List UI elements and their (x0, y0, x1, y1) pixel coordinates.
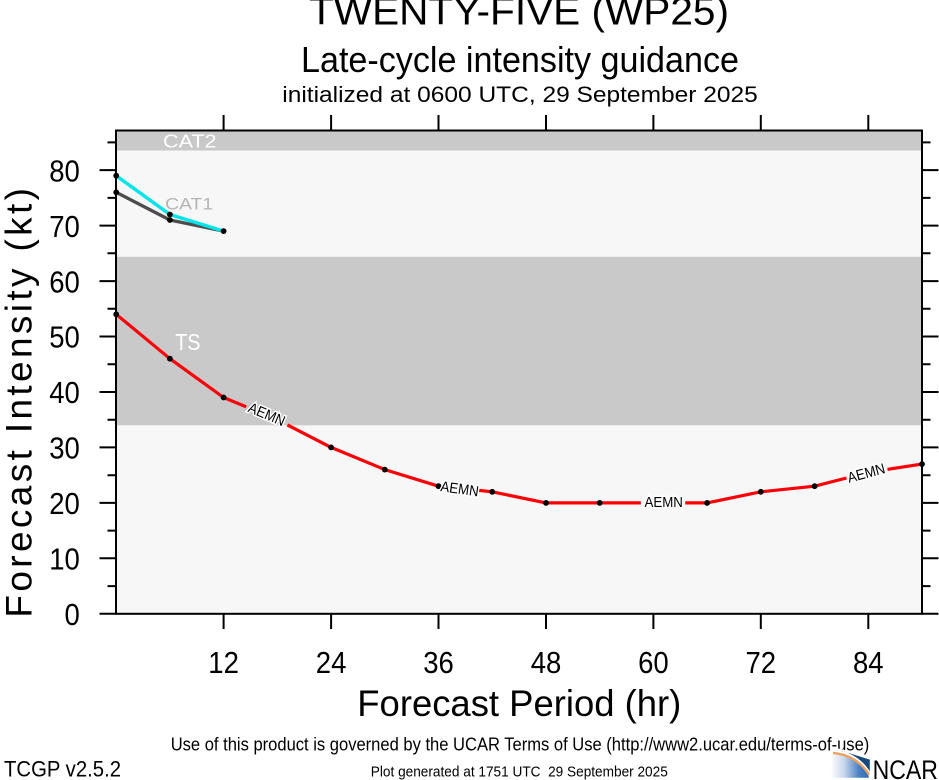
svg-text:Forecast Period (hr): Forecast Period (hr) (357, 682, 681, 724)
svg-text:CAT2: CAT2 (163, 130, 217, 151)
svg-text:50: 50 (49, 320, 80, 355)
svg-text:0: 0 (65, 597, 80, 632)
svg-text:Plot generated at 1751 UTC 29: Plot generated at 1751 UTC 29 September … (371, 764, 668, 780)
svg-text:40: 40 (49, 375, 80, 410)
svg-text:AEMN: AEMN (645, 495, 683, 511)
svg-text:24: 24 (316, 645, 347, 680)
svg-text:80: 80 (49, 153, 80, 188)
svg-text:10: 10 (49, 542, 80, 577)
svg-text:72: 72 (746, 645, 777, 680)
svg-text:60: 60 (638, 645, 669, 680)
svg-text:TWENTY-FIVE (WP25): TWENTY-FIVE (WP25) (309, 0, 729, 34)
svg-text:Forecast Intensity (kt): Forecast Intensity (kt) (0, 188, 40, 618)
svg-text:AEMN: AEMN (439, 479, 479, 500)
svg-text:48: 48 (531, 645, 562, 680)
svg-text:initialized at 0600 UTC, 29 Se: initialized at 0600 UTC, 29 September 20… (282, 82, 758, 107)
svg-text:12: 12 (208, 645, 239, 680)
svg-text:Late-cycle intensity guidance: Late-cycle intensity guidance (301, 39, 739, 80)
svg-text:Use of this product is governe: Use of this product is governed by the U… (171, 734, 870, 754)
svg-text:30: 30 (49, 431, 80, 466)
svg-text:84: 84 (853, 645, 884, 680)
svg-text:20: 20 (49, 486, 80, 521)
svg-text:CAT1: CAT1 (165, 195, 213, 213)
svg-text:60: 60 (49, 264, 80, 299)
svg-text:TCGP v2.5.2: TCGP v2.5.2 (4, 756, 121, 780)
svg-text:TS: TS (175, 329, 200, 355)
svg-text:NCAR: NCAR (873, 755, 938, 780)
svg-text:70: 70 (49, 209, 80, 244)
svg-text:36: 36 (423, 645, 454, 680)
